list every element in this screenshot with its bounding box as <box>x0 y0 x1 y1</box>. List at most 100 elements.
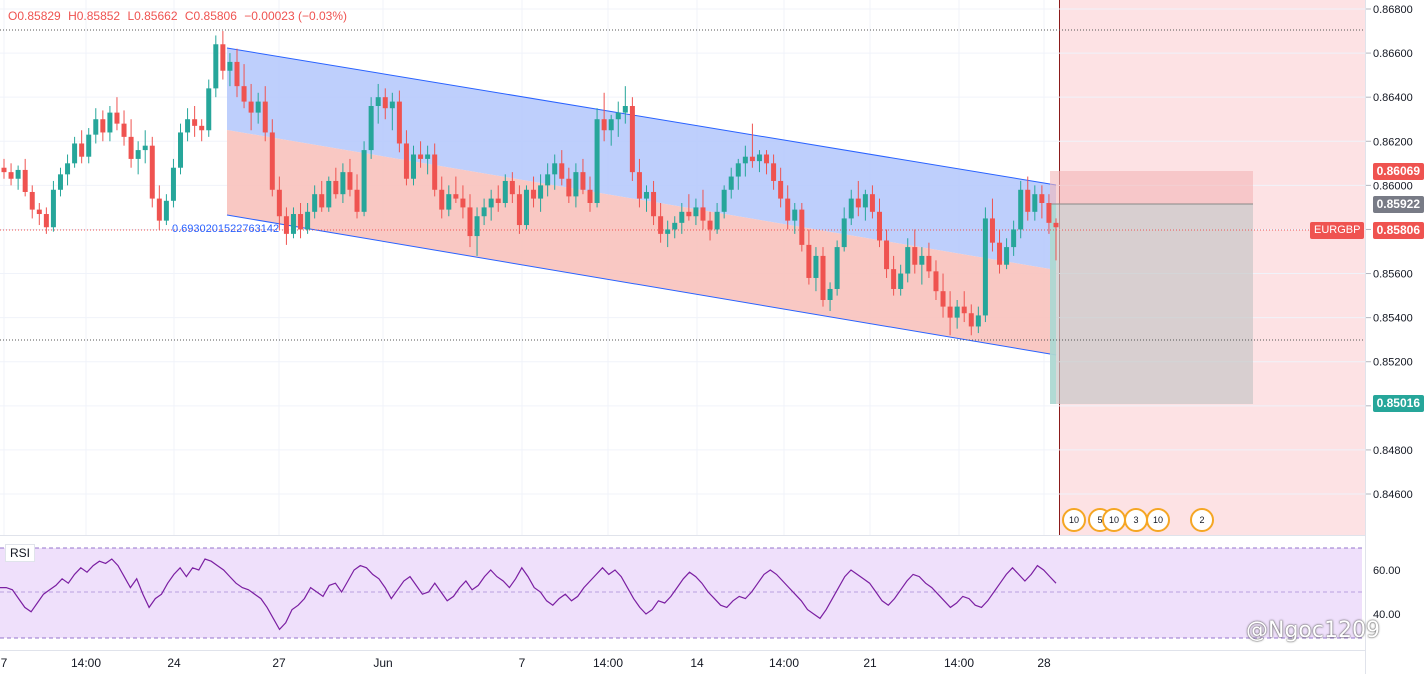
rsi-band <box>0 548 1362 638</box>
candle-body <box>36 209 42 215</box>
candle-body <box>714 211 720 230</box>
price-tick-label: 0.86000 <box>1373 180 1413 192</box>
candle-body <box>283 216 289 234</box>
position-stop-zone <box>1050 171 1253 204</box>
candle-body <box>509 180 515 195</box>
candle-body <box>1004 247 1010 265</box>
candle-body <box>170 167 176 201</box>
candle-body <box>1018 189 1024 230</box>
candle-body <box>347 172 353 190</box>
ohlc-low: L0.85662 <box>127 9 178 23</box>
candle-body <box>679 211 685 223</box>
candle-body <box>149 145 155 199</box>
event-marker[interactable]: 10 <box>1146 508 1170 532</box>
candle-body <box>919 255 925 265</box>
candle-body <box>488 198 494 208</box>
event-marker[interactable]: 10 <box>1062 508 1086 532</box>
event-marker[interactable]: 10 <box>1102 508 1126 532</box>
price-axis[interactable]: 0.868000.866000.864000.862000.860000.858… <box>1366 4 1413 501</box>
candle-body <box>912 247 918 265</box>
candle-body <box>975 315 981 327</box>
candle-body <box>848 198 854 219</box>
candle-body <box>523 189 529 226</box>
candle-body <box>707 220 713 230</box>
time-tick-label: 14:00 <box>944 656 974 670</box>
candle-body <box>57 174 63 190</box>
candle-body <box>989 218 995 243</box>
rsi-indicator-label[interactable]: RSI <box>5 544 36 562</box>
time-axis[interactable]: 7 14:00 24 27 Jun 7 14:00 14 14:00 21 14:00 28 <box>1 656 1051 670</box>
candle-body <box>382 97 388 109</box>
candle-body <box>792 209 798 221</box>
candle-body <box>178 132 184 168</box>
candle-body <box>933 271 939 292</box>
candle-body <box>121 123 127 137</box>
candle-body <box>290 214 296 234</box>
candle-body <box>333 180 339 195</box>
candle-body <box>220 44 226 71</box>
price-tick-label: 0.84800 <box>1373 445 1413 457</box>
candle-body <box>502 180 508 203</box>
candle-body <box>467 207 473 237</box>
candle-body <box>163 200 169 221</box>
candle-body <box>665 229 671 234</box>
candle-body <box>735 163 741 177</box>
candle-body <box>425 154 431 159</box>
candle-body <box>22 169 28 192</box>
candle-body <box>566 178 572 197</box>
rsi-tick-label: 40.00 <box>1373 609 1401 621</box>
candle-body <box>622 106 628 113</box>
candle-body <box>608 119 614 131</box>
position-target-zone <box>1050 204 1253 404</box>
candle-body <box>432 154 438 190</box>
candle-body <box>905 247 911 274</box>
price-tick-label: 0.84600 <box>1373 489 1413 501</box>
price-tag-stop: 0.86069 <box>1372 163 1424 180</box>
candle-body <box>749 156 755 162</box>
time-tick-label: 24 <box>167 656 181 670</box>
candle-body <box>742 156 748 164</box>
candle-body <box>658 216 664 234</box>
candle-body <box>538 185 544 199</box>
candle-body <box>982 218 988 316</box>
candle-body <box>997 242 1003 265</box>
candle-body <box>926 255 932 272</box>
candle-body <box>636 172 642 199</box>
candle-body <box>813 255 819 278</box>
candle-body <box>79 143 85 157</box>
candle-body <box>686 211 692 217</box>
candle-body <box>693 207 699 217</box>
candle-body <box>375 97 381 106</box>
candle-body <box>453 194 459 199</box>
price-tag-current: 0.85806 <box>1372 222 1424 239</box>
ohlc-open: O0.85829 <box>8 9 61 23</box>
candle-body <box>862 194 868 208</box>
candle-body <box>827 288 833 300</box>
candle-body <box>460 198 466 208</box>
candle-body <box>65 163 71 175</box>
candle-body <box>785 198 791 221</box>
event-marker[interactable]: 3 <box>1124 508 1148 532</box>
candle-body <box>1011 229 1017 248</box>
candle-body <box>841 218 847 248</box>
candle-body <box>764 154 770 164</box>
candle-body <box>269 132 275 190</box>
candle-body <box>721 189 727 212</box>
candle-body <box>255 101 261 113</box>
candle-body <box>954 306 960 318</box>
candle-body <box>516 194 522 226</box>
candle-body <box>495 198 501 203</box>
candle-body <box>700 207 706 221</box>
price-tick-label: 0.86400 <box>1373 92 1413 104</box>
candle-body <box>834 247 840 289</box>
candle-body <box>672 222 678 230</box>
candle-body <box>559 163 565 179</box>
candle-body <box>213 44 219 89</box>
time-tick-label: 28 <box>1037 656 1051 670</box>
candle-body <box>474 216 480 237</box>
candle-body <box>234 61 240 87</box>
time-tick-label: 14:00 <box>593 656 623 670</box>
event-marker[interactable]: 2 <box>1190 508 1214 532</box>
candle-body <box>326 180 332 208</box>
